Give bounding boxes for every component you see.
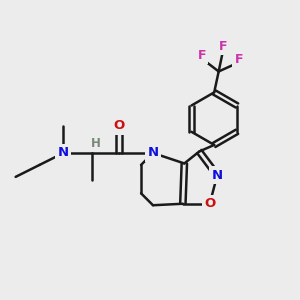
Text: O: O (204, 197, 215, 210)
Text: F: F (219, 40, 227, 53)
Text: F: F (234, 53, 243, 66)
Text: F: F (197, 49, 206, 62)
Text: N: N (212, 169, 223, 182)
Text: H: H (90, 137, 100, 150)
Text: N: N (147, 146, 158, 160)
Text: O: O (113, 119, 124, 132)
Text: N: N (58, 146, 69, 160)
